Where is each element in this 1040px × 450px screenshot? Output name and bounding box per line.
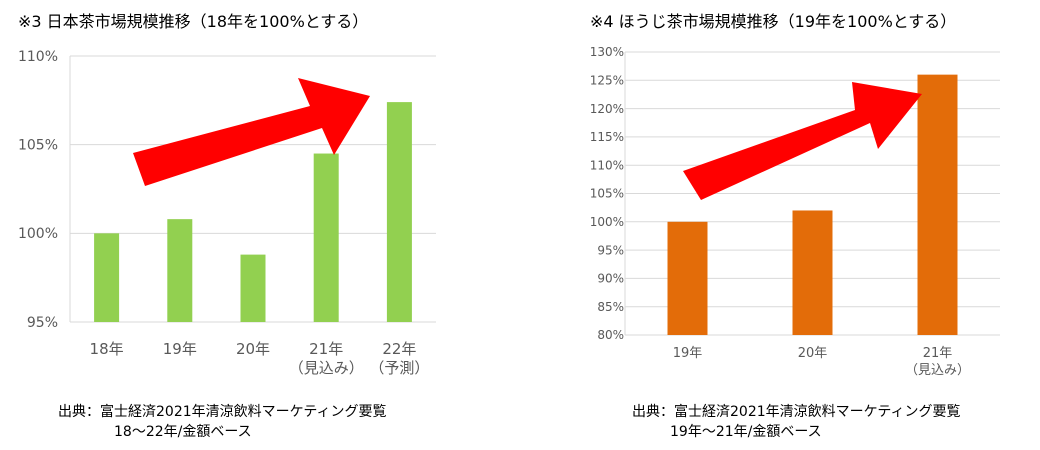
y-tick-label: 130% [590, 45, 624, 59]
bar [94, 233, 120, 322]
trend-arrow [683, 82, 922, 200]
y-tick-label: 110% [590, 158, 624, 172]
hojicha-chart-panel: ※4 ほうじ茶市場規模推移（19年を100%とする） 80% 85% 90% 95% 1… [560, 0, 1040, 450]
x-tick-note: （予測） [369, 359, 429, 377]
japanese-tea-chart-panel: ※3 日本茶市場規模推移（18年を100%とする） 95% 100% 105% 110… [18, 12, 436, 442]
japanese-tea-bar-chart: 95% 100% 105% 110% 18年 19年 20年 21年（見込み） 22年（予測） [18, 49, 436, 377]
y-tick-label: 95% [597, 243, 624, 257]
y-tick-label: 80% [597, 328, 624, 342]
x-tick-label: 21年 [309, 340, 343, 358]
y-tick-label: 100% [590, 215, 624, 229]
x-tick-label: 20年 [798, 346, 828, 361]
y-tick-label: 85% [597, 300, 624, 314]
x-tick-label: 18年 [90, 340, 124, 358]
x-tick-note: （見込み） [289, 359, 364, 377]
x-tick-label: 19年 [163, 340, 197, 358]
y-tick-label: 90% [597, 272, 624, 286]
source-line: 19年～21年/金額ベース [670, 424, 822, 440]
y-tick-label: 115% [590, 130, 624, 144]
bar [917, 74, 958, 335]
bar [667, 221, 708, 335]
source-note: 出典：富士経済2021年清涼飲料マーケティング要覧 18～22年/金額ベース [58, 402, 387, 442]
trend-arrow [133, 78, 370, 186]
source-note: 出典：富士経済2021年清涼飲料マーケティング要覧 19年～21年/金額ベース [632, 402, 961, 442]
chart-title: ※4 ほうじ茶市場規模推移（19年を100%とする） [590, 12, 957, 31]
y-tick-label: 125% [590, 74, 624, 88]
y-tick-label: 110% [18, 49, 58, 65]
bar [386, 102, 412, 323]
source-line: 18～22年/金額ベース [114, 424, 252, 440]
x-tick-label: 22年 [382, 340, 416, 358]
chart-title: ※3 日本茶市場規模推移（18年を100%とする） [18, 12, 369, 31]
x-tick-label: 21年 [923, 346, 953, 361]
bar [792, 210, 833, 335]
y-tick-label: 100% [18, 226, 58, 242]
y-tick-label: 95% [27, 315, 58, 331]
bar [313, 153, 339, 322]
y-tick-label: 120% [590, 102, 624, 116]
source-line: 出典：富士経済2021年清涼飲料マーケティング要覧 [632, 404, 961, 420]
x-tick-label: 20年 [236, 340, 270, 358]
x-tick-label: 19年 [673, 346, 703, 361]
y-tick-label: 105% [18, 138, 58, 154]
x-tick-note: （見込み） [905, 363, 970, 378]
source-line: 出典：富士経済2021年清涼飲料マーケティング要覧 [58, 404, 387, 420]
bar [167, 219, 193, 322]
hojicha-bar-chart: 80% 85% 90% 95% 100% 105% 110% 115% 120% 125% 130%… [590, 45, 1000, 378]
bar [240, 254, 266, 322]
y-tick-label: 105% [590, 187, 624, 201]
